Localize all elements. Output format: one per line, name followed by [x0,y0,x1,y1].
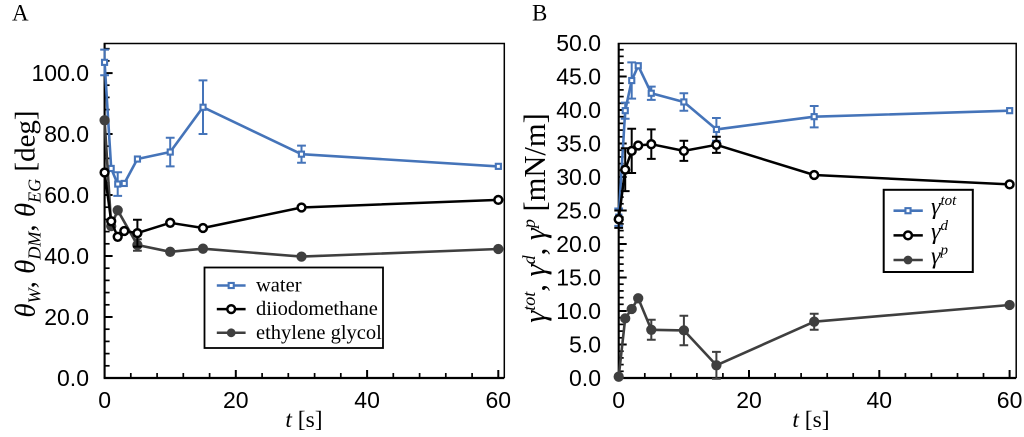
svg-text:60: 60 [486,387,512,413]
svg-text:20.0: 20.0 [44,304,89,330]
svg-text:0: 0 [98,387,111,413]
svg-text:60: 60 [997,387,1023,413]
svg-text:θW, θDM, θEG [deg]: θW, θDM, θEG [deg] [10,110,45,317]
svg-text:10.0: 10.0 [556,298,601,324]
svg-text:γtot, γd, γp [mN/m]: γtot, γd, γp [mN/m] [518,113,552,323]
svg-text:20: 20 [223,387,249,413]
svg-text:20: 20 [736,387,762,413]
svg-text:15.0: 15.0 [556,265,601,291]
svg-text:0.0: 0.0 [569,365,601,391]
svg-text:diiodomethane: diiodomethane [256,298,378,320]
svg-text:25.0: 25.0 [556,198,601,224]
svg-text:80.0: 80.0 [44,121,89,147]
svg-text:40: 40 [354,387,380,413]
svg-text:40.0: 40.0 [44,243,89,269]
svg-text:40.0: 40.0 [556,97,601,123]
svg-text:t [s]: t [s] [285,407,322,433]
svg-text:40: 40 [867,387,893,413]
svg-text:B: B [532,1,547,26]
svg-text:A: A [12,1,29,26]
svg-text:50.0: 50.0 [556,30,601,56]
svg-text:ethylene glycol: ethylene glycol [256,322,382,344]
svg-text:60.0: 60.0 [44,182,89,208]
svg-text:45.0: 45.0 [556,64,601,90]
svg-text:0.0: 0.0 [57,365,89,391]
svg-text:20.0: 20.0 [556,231,601,257]
svg-text:0: 0 [612,387,625,413]
svg-text:t [s]: t [s] [792,407,829,433]
svg-text:water: water [256,275,302,297]
svg-text:35.0: 35.0 [556,131,601,157]
svg-text:5.0: 5.0 [569,332,601,358]
svg-text:100.0: 100.0 [31,60,89,86]
svg-text:30.0: 30.0 [556,164,601,190]
